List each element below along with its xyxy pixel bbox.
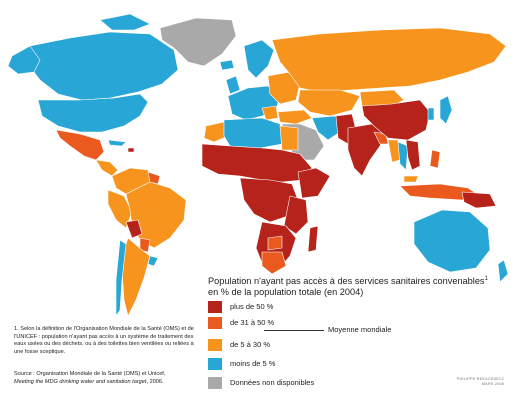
region-greenland bbox=[159, 17, 237, 67]
source-suffix: , 2006. bbox=[146, 378, 164, 385]
legend-label-no-data: Données non disponibles bbox=[230, 378, 315, 387]
legend-item-31-50: de 31 à 50 % bbox=[208, 316, 274, 329]
region-new-zealand bbox=[497, 259, 509, 283]
region-iran bbox=[311, 115, 341, 141]
region-mexico bbox=[55, 129, 105, 161]
region-iceland bbox=[219, 59, 235, 71]
region-horn-of-africa bbox=[297, 167, 331, 199]
legend-swatch-5-30 bbox=[208, 338, 222, 351]
region-india bbox=[347, 123, 385, 177]
credit-author: PHILIPPE REKACEWICZ bbox=[456, 377, 504, 381]
world-average-line bbox=[264, 330, 324, 331]
world-average-label: Moyenne mondiale bbox=[328, 325, 392, 334]
credit: PHILIPPE REKACEWICZ MARS 2008 bbox=[457, 377, 504, 387]
region-south-africa bbox=[261, 251, 287, 275]
legend-label-moins-5: moins de 5 % bbox=[230, 359, 276, 368]
legend-swatch-no-data bbox=[208, 376, 222, 389]
region-alaska bbox=[7, 45, 41, 75]
legend-label-plus-50: plus de 50 % bbox=[230, 302, 274, 311]
region-usa bbox=[37, 93, 149, 133]
region-canada bbox=[27, 31, 179, 101]
legend-swatch-moins-5 bbox=[208, 357, 222, 370]
legend-item-5-30: de 5 à 30 % bbox=[208, 338, 270, 351]
region-scandinavia bbox=[243, 39, 275, 79]
region-peru bbox=[107, 189, 133, 229]
legend-title-line2: en % de la population totale (en 2004) bbox=[208, 287, 364, 298]
region-east-africa bbox=[283, 195, 309, 235]
region-central-asia bbox=[297, 89, 361, 117]
region-morocco bbox=[203, 121, 229, 143]
region-botswana bbox=[267, 235, 283, 251]
region-algeria-libya bbox=[223, 117, 283, 149]
region-brazil bbox=[125, 181, 187, 249]
region-japan bbox=[439, 95, 453, 125]
legend-swatch-plus-50 bbox=[208, 300, 222, 313]
region-russia bbox=[271, 27, 507, 93]
region-central-america bbox=[95, 159, 119, 177]
region-balkans bbox=[261, 105, 279, 121]
legend-item-moins-5: moins de 5 % bbox=[208, 357, 275, 370]
legend-title-footnote-mark: 1 bbox=[484, 276, 488, 282]
credit-date: MARS 2008 bbox=[481, 382, 504, 386]
region-laos-cambodia-vietnam bbox=[405, 139, 421, 171]
region-korea bbox=[427, 107, 435, 121]
legend-item-plus-50: plus de 50 % bbox=[208, 300, 273, 313]
source-note: Source : Organisation Mondiale de la San… bbox=[14, 371, 204, 386]
region-arctic-islands bbox=[99, 13, 151, 31]
region-uk bbox=[225, 75, 241, 95]
source-prefix: Source : Organisation Mondiale de la San… bbox=[14, 371, 166, 377]
region-philippines bbox=[429, 149, 441, 169]
region-haiti bbox=[127, 147, 135, 153]
legend-swatch-31-50 bbox=[208, 316, 222, 329]
legend-label-31-50: de 31 à 50 % bbox=[230, 318, 275, 327]
footnote: 1. Selon la définition de l'Organisation… bbox=[14, 326, 194, 355]
region-thailand bbox=[397, 141, 409, 171]
region-bolivia bbox=[125, 219, 143, 239]
legend-title: Population n'ayant pas accès à des servi… bbox=[208, 274, 508, 298]
legend-title-line1: Population n'ayant pas accès à des servi… bbox=[208, 276, 485, 287]
region-australia bbox=[413, 209, 491, 273]
region-paraguay bbox=[139, 237, 151, 253]
region-papua bbox=[461, 191, 497, 209]
source-title: Meeting the MDG drinking water and sanit… bbox=[14, 378, 147, 385]
region-madagascar bbox=[307, 225, 319, 253]
region-malaysia bbox=[403, 175, 419, 183]
region-guyanas bbox=[147, 171, 161, 185]
legend-item-no-data: Données non disponibles bbox=[208, 376, 314, 389]
region-cuba bbox=[107, 139, 127, 147]
region-chile bbox=[115, 239, 127, 317]
region-uruguay bbox=[147, 255, 159, 267]
region-china bbox=[361, 99, 431, 141]
region-egypt bbox=[279, 125, 299, 151]
legend-label-5-30: de 5 à 30 % bbox=[230, 340, 271, 349]
region-turkey bbox=[277, 109, 313, 125]
